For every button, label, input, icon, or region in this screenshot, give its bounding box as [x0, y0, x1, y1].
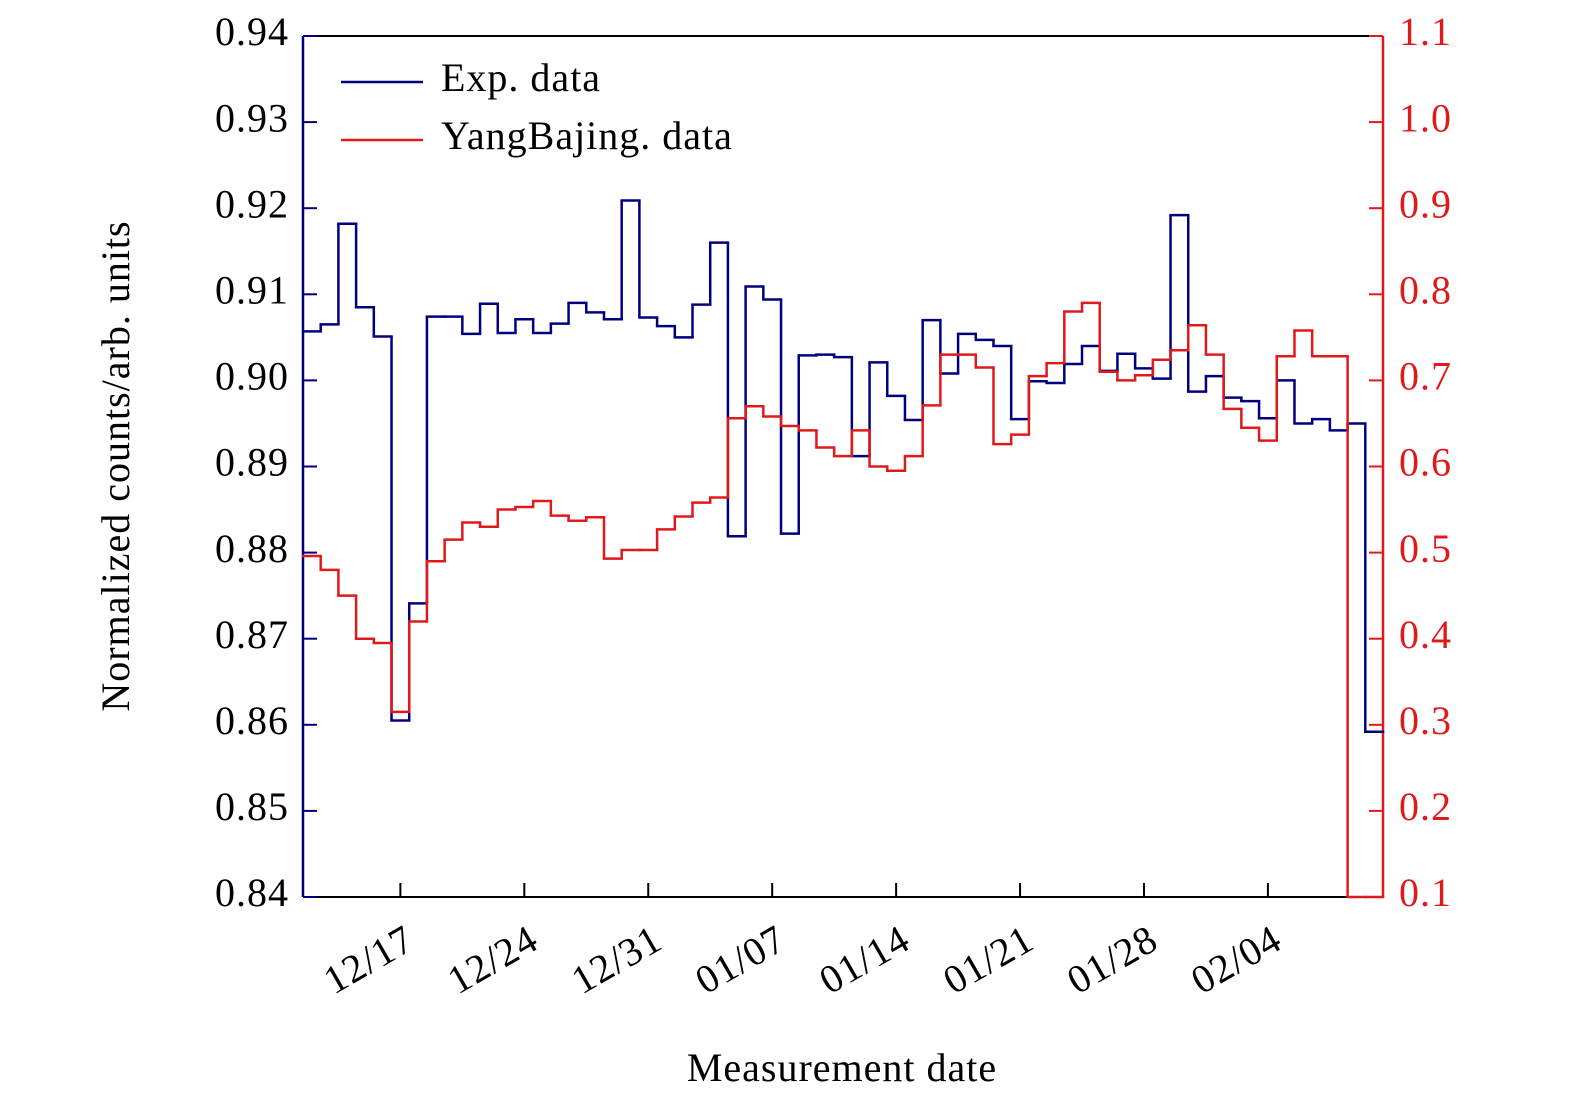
x-tick-label: 12/24 [440, 916, 546, 1003]
y2-tick-label: 1.0 [1399, 95, 1452, 140]
y2-tick-label: 0.3 [1399, 698, 1452, 743]
x-tick-label: 01/07 [688, 916, 794, 1003]
y-tick-label: 0.86 [215, 698, 289, 743]
y2-tick-label: 0.4 [1399, 612, 1452, 657]
legend-label: Exp. data [441, 55, 601, 100]
y2-tick-label: 0.6 [1399, 440, 1452, 485]
y-axis-label: Normalized counts/arb. units [93, 220, 138, 711]
y-tick-label: 0.94 [215, 9, 289, 54]
x-tick-label: 01/14 [811, 916, 917, 1003]
x-tick-label: 01/28 [1059, 916, 1165, 1003]
y2-tick-label: 0.1 [1399, 870, 1452, 915]
y-tick-label: 0.87 [215, 612, 289, 657]
y2-tick-label: 0.5 [1399, 526, 1452, 571]
y2-tick-label: 1.1 [1399, 9, 1452, 54]
x-tick-label: 02/04 [1183, 916, 1289, 1003]
y-tick-label: 0.88 [215, 526, 289, 571]
y2-tick-label: 0.9 [1399, 181, 1452, 226]
y2-tick-label: 0.7 [1399, 354, 1452, 399]
y-tick-label: 0.85 [215, 784, 289, 829]
y2-tick-label: 0.8 [1399, 267, 1452, 312]
y2-tick-label: 0.2 [1399, 784, 1452, 829]
y-tick-label: 0.92 [215, 181, 289, 226]
y-tick-label: 0.84 [215, 870, 289, 915]
y-tick-label: 0.91 [215, 267, 289, 312]
y-tick-label: 0.89 [215, 440, 289, 485]
y-tick-label: 0.93 [215, 95, 289, 140]
y-tick-label: 0.90 [215, 354, 289, 399]
x-tick-label: 12/17 [316, 916, 422, 1003]
x-axis-label: Measurement date [687, 1045, 997, 1090]
legend-label: YangBajing. data [441, 113, 733, 158]
x-tick-label: 01/21 [935, 916, 1041, 1003]
x-tick-label: 12/31 [564, 916, 670, 1003]
